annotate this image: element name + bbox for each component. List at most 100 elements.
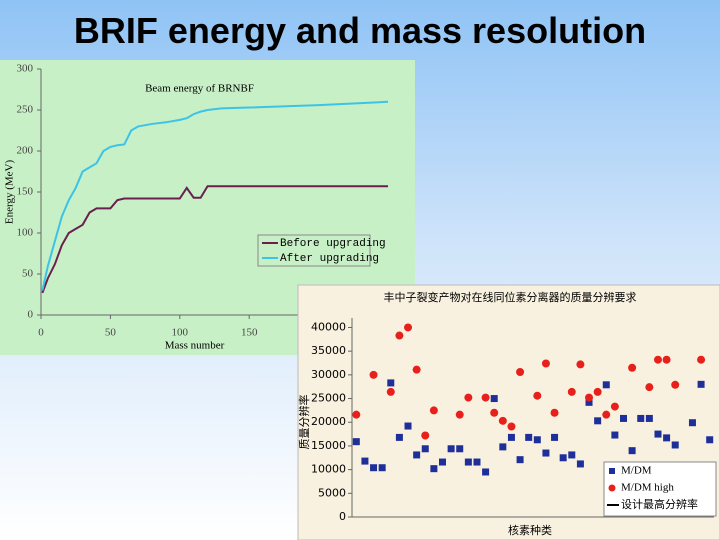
legend-box <box>603 461 717 517</box>
y-tick-label: 20000 <box>311 415 346 428</box>
y-tick-label: 5000 <box>318 486 346 499</box>
point <box>551 433 559 441</box>
y-tick-label: 30000 <box>311 368 346 381</box>
x-tick-label: 0 <box>38 327 44 339</box>
legend-label: 设计最高分辨率 <box>621 497 698 511</box>
x-axis-label: 核素种类 <box>508 523 552 537</box>
point <box>473 458 481 466</box>
point <box>645 414 653 422</box>
point <box>499 443 507 451</box>
y-tick-label: 50 <box>22 268 34 280</box>
point <box>662 355 671 364</box>
y-axis-label: 质量分辨率 <box>297 395 311 450</box>
point <box>594 417 602 425</box>
point <box>516 456 524 464</box>
point <box>464 458 472 466</box>
point <box>404 422 412 430</box>
line-series <box>41 100 389 291</box>
point <box>490 408 499 417</box>
point <box>602 381 610 389</box>
point <box>481 393 490 402</box>
point <box>620 414 627 422</box>
legend-swatch <box>608 484 616 492</box>
point <box>541 359 550 368</box>
point <box>430 465 438 473</box>
point <box>361 457 369 465</box>
point <box>697 355 706 364</box>
x-tick-label: 150 <box>241 327 258 339</box>
line-series <box>41 185 388 294</box>
point <box>352 438 360 446</box>
point <box>439 458 446 466</box>
point <box>637 414 645 422</box>
point <box>387 379 395 387</box>
x-tick-label: 50 <box>105 327 117 339</box>
y-tick-label: 150 <box>17 186 34 198</box>
point <box>645 383 654 392</box>
legend-label: After upgrading <box>280 253 379 265</box>
chart-title: 丰中子裂变产物对在线同位素分离器的质量分辨要求 <box>384 290 637 304</box>
point <box>429 406 438 415</box>
chart-title: Beam energy of BRNBF <box>145 83 254 95</box>
point <box>498 416 507 425</box>
point <box>352 410 361 419</box>
point <box>663 434 671 442</box>
point <box>404 323 413 332</box>
point <box>525 433 533 441</box>
y-axis-label: Energy (MeV) <box>4 160 16 225</box>
point <box>671 441 679 449</box>
point <box>395 331 404 340</box>
point <box>507 433 515 441</box>
point <box>585 398 593 406</box>
point <box>654 430 662 438</box>
point <box>378 464 386 472</box>
y-tick-label: 200 <box>17 145 34 157</box>
y-tick-label: 35000 <box>311 344 346 357</box>
point <box>611 431 619 439</box>
point <box>602 410 611 419</box>
y-tick-label: 10000 <box>311 463 346 476</box>
legend-label: M/DM high <box>621 482 674 494</box>
point <box>559 454 567 462</box>
legend-label: M/DM <box>621 465 652 477</box>
point <box>585 393 594 402</box>
point <box>516 368 525 377</box>
point <box>593 387 602 396</box>
point <box>542 449 550 457</box>
point <box>628 447 636 455</box>
point <box>671 380 680 389</box>
point <box>576 360 585 369</box>
y-tick-label: 0 <box>339 510 346 523</box>
point <box>369 370 378 379</box>
point <box>421 431 430 440</box>
point <box>576 460 584 468</box>
slide-title: BRIF energy and mass resolution <box>73 10 647 51</box>
point <box>567 387 576 396</box>
point <box>482 468 490 476</box>
point <box>550 408 559 417</box>
x-tick-label: 100 <box>172 327 189 339</box>
point <box>533 436 541 444</box>
point <box>568 451 576 459</box>
y-tick-label: 100 <box>17 227 34 239</box>
x-axis-label: Mass number <box>165 340 225 352</box>
point <box>610 402 619 411</box>
point <box>370 464 378 472</box>
point <box>413 451 421 459</box>
point <box>653 355 662 364</box>
point <box>456 445 464 453</box>
y-tick-label: 25000 <box>311 392 346 405</box>
point <box>386 387 395 396</box>
legend-swatch <box>609 468 615 474</box>
y-tick-label: 0 <box>28 309 34 321</box>
y-tick-label: 300 <box>17 63 34 75</box>
legend-box <box>257 234 371 267</box>
legend-label: Before upgrading <box>280 238 386 250</box>
y-tick-label: 40000 <box>311 320 346 333</box>
point <box>697 380 705 388</box>
point <box>628 363 637 372</box>
point <box>464 393 473 402</box>
point <box>455 410 464 419</box>
